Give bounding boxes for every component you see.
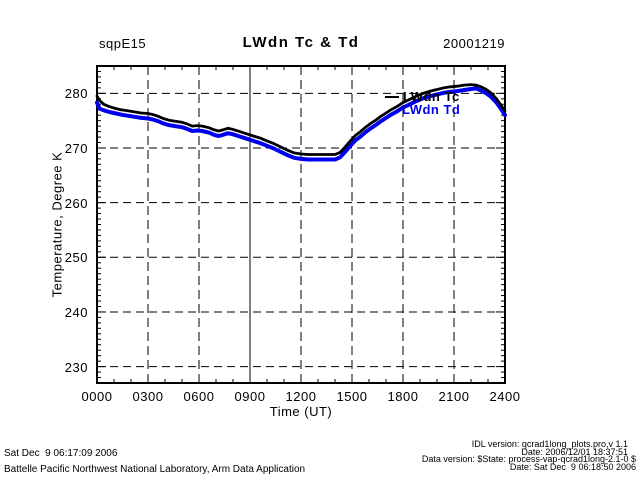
date-label: 20001219: [443, 36, 505, 51]
y-tick-label-240: 240: [64, 304, 88, 320]
y-tick-label-270: 270: [64, 140, 88, 156]
y-tick-label-230: 230: [64, 359, 88, 375]
x-tick-label-1200: 1200: [285, 389, 317, 404]
x-tick-label-0900: 0900: [234, 389, 266, 404]
y-tick-label-260: 260: [64, 195, 88, 211]
idl-date-text: Date: 2006/12/01 18:37:51: [521, 446, 628, 457]
x-tick-label-0600: 0600: [183, 389, 215, 404]
legend-line-sample-tc: [385, 96, 399, 98]
page-title: LWdn Tc & Td: [242, 34, 360, 51]
legend-label-lwdn-td: LWdn Td: [402, 102, 461, 117]
data-date-text: Date: Sat Dec 9 06:18:50 2006: [509, 461, 636, 472]
data-version-text: Data version: $State: process-vap-qcrad1…: [421, 454, 636, 464]
curve-lwdn-td: [95, 86, 507, 162]
organization-text: Battelle Pacific Northwest National Labo…: [4, 464, 306, 475]
x-tick-label-0000: 0000: [81, 389, 113, 404]
timestamp-text: Sat Dec 9 06:17:09 2006: [4, 448, 118, 459]
idl-version-text: IDL version: qcrad1long_plots.pro,v 1.1: [471, 439, 628, 449]
x-tick-label-0300: 0300: [132, 389, 164, 404]
x-tick-label-1800: 1800: [387, 389, 419, 404]
x-tick-label-1500: 1500: [336, 389, 368, 404]
plot-frame: [96, 65, 506, 384]
x-tick-label-2400: 2400: [489, 389, 521, 404]
y-tick-label-250: 250: [64, 250, 88, 266]
y-tick-label-280: 280: [64, 86, 88, 102]
curve-lwdn-tc: [95, 83, 507, 156]
version-info-block: IDL version: qcrad1long_plots.pro,v 1.1 …: [421, 439, 636, 472]
x-tick-label-2100: 2100: [438, 389, 470, 404]
site-label: sqpE15: [99, 36, 147, 51]
x-axis-title: Time (UT): [269, 404, 333, 419]
legend-label-lwdn-tc: LWdn Tc: [403, 89, 460, 104]
y-axis-title: Temperature, Degree K: [49, 151, 65, 298]
